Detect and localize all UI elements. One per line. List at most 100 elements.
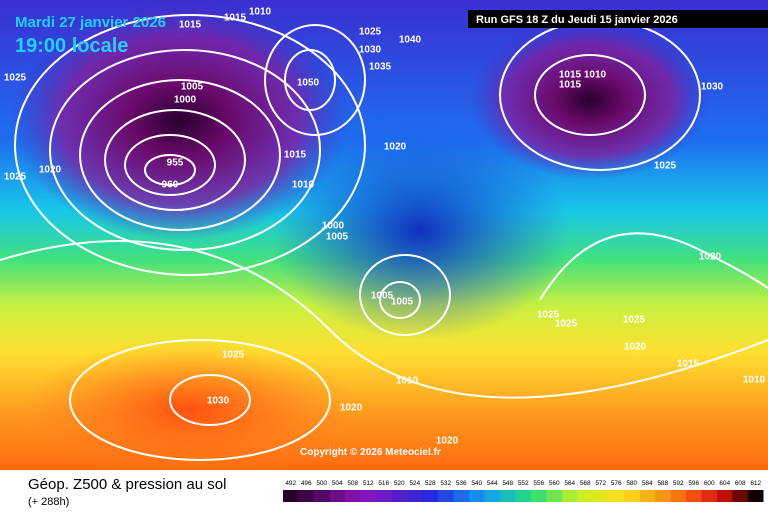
isobar-label: 1015 — [677, 359, 700, 370]
scale-swatch — [484, 490, 500, 502]
isobar-label: 955 — [167, 158, 184, 169]
isobar-label: 1010 — [396, 376, 419, 387]
scale-label: 544 — [487, 480, 498, 487]
scale-label: 536 — [456, 480, 467, 487]
low-area — [470, 20, 710, 180]
scale-swatch — [345, 490, 361, 502]
scale-label: 532 — [440, 480, 451, 487]
scale-swatch — [608, 490, 624, 502]
isobar-label: 1015 — [224, 13, 247, 24]
scale-label: 612 — [750, 480, 761, 487]
scale-label: 504 — [332, 480, 343, 487]
scale-swatch — [670, 490, 686, 502]
isobar-label: 1025 — [623, 315, 646, 326]
scale-label: 528 — [425, 480, 436, 487]
scale-label: 600 — [704, 480, 715, 487]
isobar-label: 1025 — [537, 310, 560, 321]
isobar-label: 1015 — [284, 150, 307, 161]
scale-swatch — [701, 490, 717, 502]
isobar-label: 1035 — [369, 62, 392, 73]
scale-label: 572 — [595, 480, 606, 487]
isobar-label: 1020 — [39, 165, 62, 176]
scale-swatch — [329, 490, 345, 502]
scale-swatch — [546, 490, 562, 502]
scale-label: 512 — [363, 480, 374, 487]
scale-swatch — [686, 490, 702, 502]
scale-label: 576 — [611, 480, 622, 487]
isobar-label: 1030 — [207, 396, 230, 407]
isobar-label: 1010 — [584, 70, 607, 81]
isobar-label: 1030 — [701, 82, 724, 93]
isobar-label: 1005 — [371, 291, 394, 302]
scale-label: 596 — [688, 480, 699, 487]
isobar-label: 1020 — [699, 252, 722, 263]
scale-label: 568 — [580, 480, 591, 487]
valid-time: 19:00 locale — [15, 35, 128, 57]
scale-label: 540 — [471, 480, 482, 487]
scale-label: 584 — [642, 480, 653, 487]
scale-swatch — [531, 490, 547, 502]
scale-label: 520 — [394, 480, 405, 487]
isobar-label: 1015 — [559, 70, 582, 81]
isobar-label: 1020 — [436, 436, 459, 447]
scale-label: 492 — [285, 480, 296, 487]
scale-label: 560 — [549, 480, 560, 487]
isobar-label: 1010 — [292, 180, 315, 191]
scale-swatch — [453, 490, 469, 502]
isobar-labels: 1015101510101025103010401035105010051000… — [4, 7, 766, 447]
copyright: Copyright © 2026 Meteociel.fr — [300, 447, 441, 458]
isobar-label: 1020 — [340, 403, 363, 414]
scale-label: 508 — [347, 480, 358, 487]
isobar-label: 1025 — [4, 172, 27, 183]
scale-label: 500 — [316, 480, 327, 487]
scale-swatch — [500, 490, 516, 502]
scale-swatch — [314, 490, 330, 502]
isobar-label: 1025 — [555, 319, 578, 330]
high-area — [20, 340, 360, 480]
scale-label: 604 — [719, 480, 730, 487]
scale-label: 588 — [657, 480, 668, 487]
scale-label: 592 — [673, 480, 684, 487]
scale-swatch — [562, 490, 578, 502]
scale-label: 552 — [518, 480, 529, 487]
scale-swatch — [624, 490, 640, 502]
isobar-label: 1025 — [359, 27, 382, 38]
scale-label: 496 — [301, 480, 312, 487]
scale-label: 524 — [409, 480, 420, 487]
isobar-label: 1040 — [399, 35, 422, 46]
isobar-label: 1000 — [174, 95, 197, 106]
scale-label: 516 — [378, 480, 389, 487]
scale-swatch — [593, 490, 609, 502]
trough-area — [270, 120, 570, 340]
scale-swatch — [283, 490, 299, 502]
scale-label: 548 — [502, 480, 513, 487]
isobar-label: 1020 — [624, 342, 647, 353]
scale-label: 564 — [564, 480, 575, 487]
isobar-label: 1025 — [222, 350, 245, 361]
scale-label: 556 — [533, 480, 544, 487]
scale-label: 608 — [735, 480, 746, 487]
scale-swatch — [732, 490, 748, 502]
isobar-label: 1005 — [181, 82, 204, 93]
scale-swatch — [298, 490, 314, 502]
run-banner — [468, 10, 768, 28]
scale-swatch — [717, 490, 733, 502]
isobar-label: 1005 — [326, 232, 349, 243]
scale-swatch — [407, 490, 423, 502]
scale-swatch — [360, 490, 376, 502]
isobar-label: 1005 — [391, 297, 414, 308]
isobar-label: 1020 — [384, 142, 407, 153]
valid-date: Mardi 27 janvier 2026 — [15, 14, 166, 31]
scale-swatch — [515, 490, 531, 502]
scale-swatch — [655, 490, 671, 502]
forecast-lead: (+ 288h) — [28, 496, 69, 508]
scale-swatch — [376, 490, 392, 502]
isobar-label: 1010 — [249, 7, 272, 18]
isobar-label: 1000 — [322, 221, 345, 232]
isobar-label: 960 — [162, 180, 179, 191]
isobar-label: 1015 — [559, 80, 582, 91]
run-info: Run GFS 18 Z du Jeudi 15 janvier 2026 — [476, 14, 678, 26]
scale-swatch — [469, 490, 485, 502]
footer-title: Géop. Z500 & pression au sol — [28, 476, 226, 493]
